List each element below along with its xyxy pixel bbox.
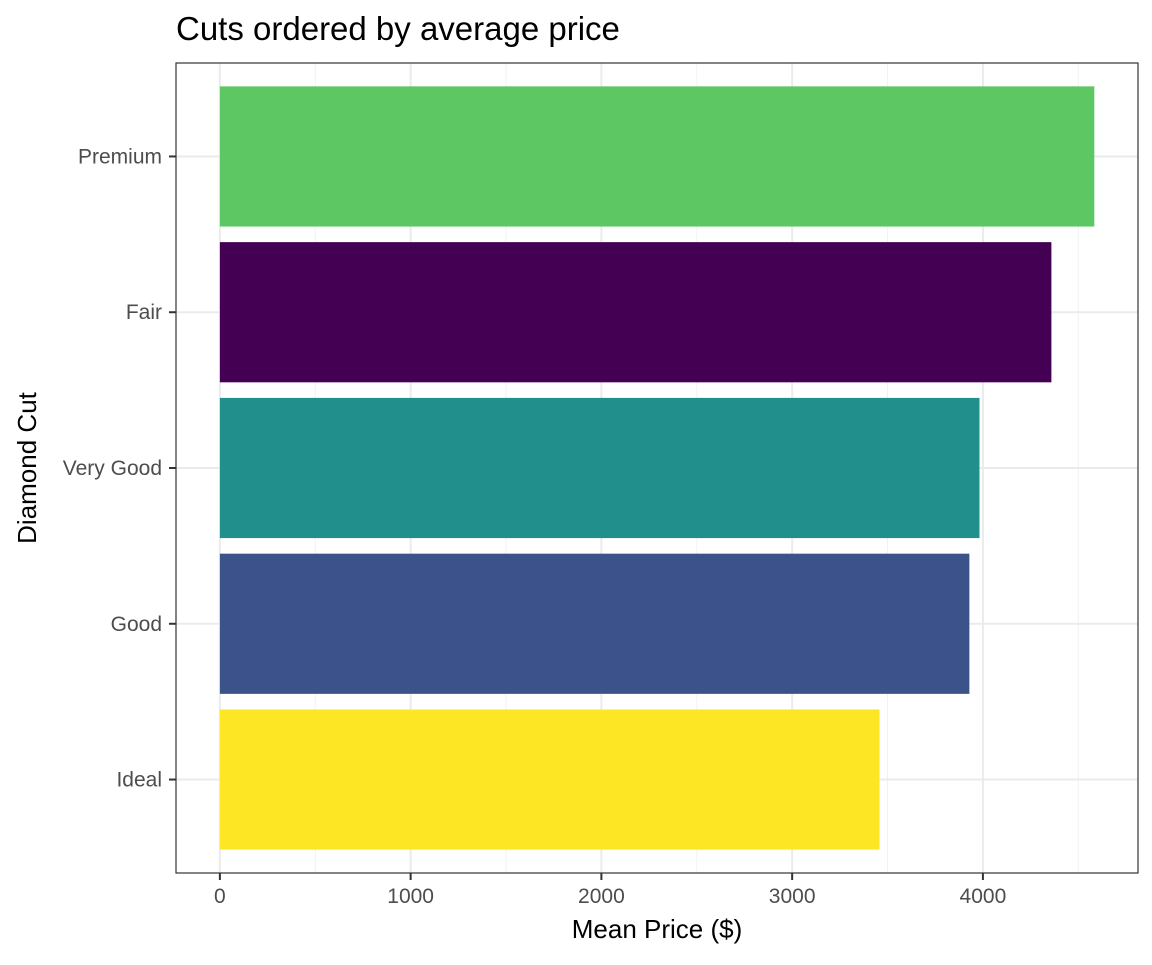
bar-very-good bbox=[219, 397, 980, 539]
x-tick-label: 3000 bbox=[769, 885, 816, 908]
y-tick-label: Ideal bbox=[116, 769, 162, 792]
y-tick-label: Premium bbox=[78, 145, 162, 168]
x-axis: 0 1000 2000 3000 4000 bbox=[214, 873, 1006, 908]
bars-layer bbox=[219, 86, 1095, 850]
y-tick-label: Very Good bbox=[63, 457, 162, 480]
bar-ideal bbox=[219, 709, 880, 850]
x-tick-label: 0 bbox=[214, 885, 226, 908]
y-tick-label: Fair bbox=[126, 301, 162, 324]
x-tick-label: 1000 bbox=[387, 885, 434, 908]
bar-fair bbox=[219, 242, 1052, 383]
x-axis-title: Mean Price ($) bbox=[572, 914, 743, 944]
y-axis-title: Diamond Cut bbox=[12, 391, 42, 544]
bar-premium bbox=[219, 86, 1095, 227]
chart-title: Cuts ordered by average price bbox=[176, 10, 620, 47]
bar-good bbox=[219, 553, 970, 694]
y-tick-label: Good bbox=[111, 613, 162, 636]
y-axis: Ideal Good Very Good Fair Premium bbox=[63, 145, 176, 792]
x-tick-label: 2000 bbox=[578, 885, 625, 908]
x-tick-label: 4000 bbox=[960, 885, 1007, 908]
